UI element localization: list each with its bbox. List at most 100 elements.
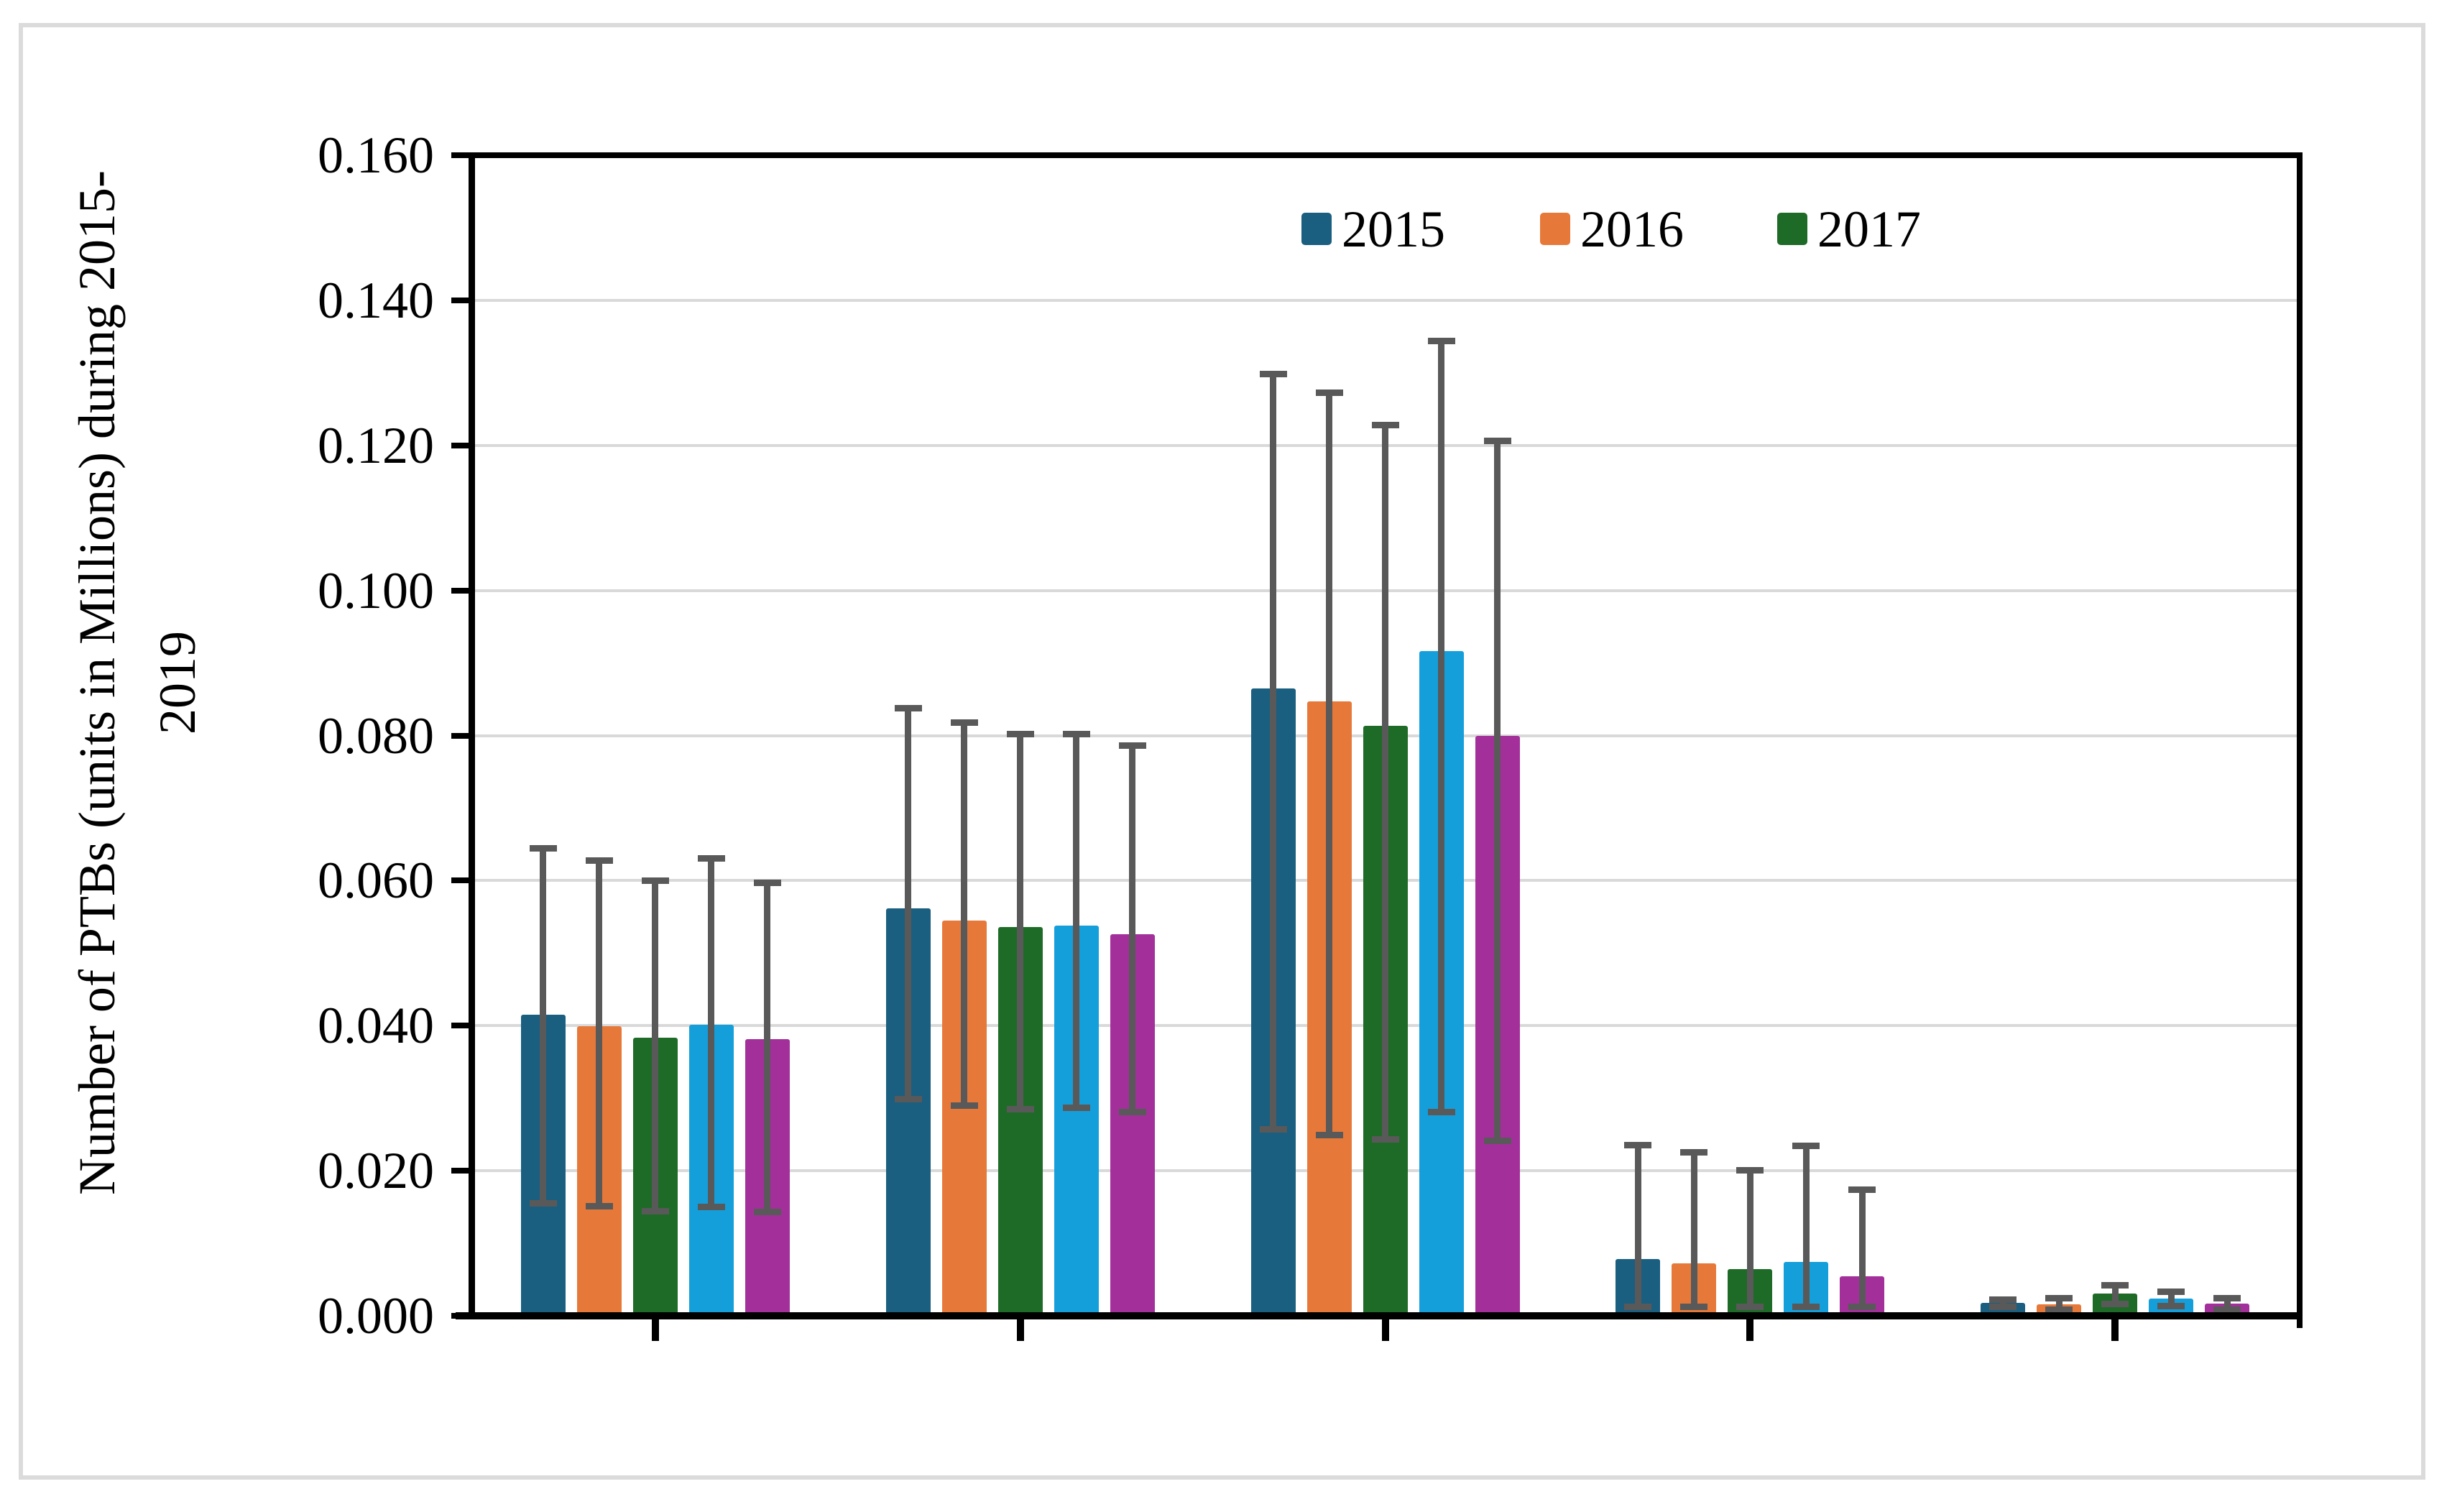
legend-swatch-2015 [1301, 213, 1332, 245]
error-bar-cap-top-2018-group-4 [1792, 1142, 1820, 1149]
y-axis-tick [451, 1168, 473, 1174]
error-bar-line-2017-group-1 [652, 880, 659, 1212]
y-axis-tick [451, 1023, 473, 1029]
error-bar-cap-top-2016-group-5 [2045, 1294, 2073, 1301]
error-bar-line-2016-group-5 [2055, 1297, 2062, 1310]
error-bar-cap-top-2016-group-2 [950, 719, 978, 727]
error-bar-cap-bottom-2017-group-5 [2101, 1300, 2129, 1307]
y-axis-tick [451, 1313, 473, 1319]
error-bar-cap-top-2018-group-2 [1062, 731, 1090, 738]
error-bar-cap-bottom-2018-group-2 [1062, 1105, 1090, 1112]
error-bar-cap-bottom-2015-group-5 [1989, 1303, 2017, 1310]
error-bar-cap-top-2019-group-3 [1483, 437, 1511, 444]
error-bar-cap-bottom-2019-group-3 [1483, 1137, 1511, 1144]
y-tick-label: 0.140 [318, 271, 434, 329]
error-bar-line-2015-group-3 [1270, 373, 1276, 1130]
error-bar-line-2017-group-5 [2111, 1284, 2119, 1304]
error-bar-cap-bottom-2015-group-1 [529, 1199, 557, 1207]
plot-border-top [469, 152, 2302, 158]
error-bar-cap-bottom-2016-group-2 [950, 1102, 978, 1110]
error-bar-cap-top-2017-group-2 [1006, 731, 1034, 738]
error-bar-cap-top-2015-group-2 [894, 705, 922, 712]
error-bar-line-2016-group-3 [1326, 392, 1332, 1135]
x-axis-tick [1016, 1317, 1024, 1341]
error-bar-cap-top-2017-group-3 [1371, 422, 1399, 429]
error-bar-line-2019-group-2 [1129, 745, 1136, 1113]
error-bar-cap-bottom-2016-group-1 [585, 1202, 613, 1209]
error-bar-cap-bottom-2018-group-1 [697, 1203, 725, 1210]
error-bar-line-2018-group-5 [2167, 1291, 2175, 1306]
x-axis-tick [651, 1317, 659, 1341]
gridline [475, 298, 2297, 302]
y-axis-tick [451, 152, 473, 158]
error-bar-line-2019-group-4 [1858, 1189, 1866, 1307]
error-bar-line-2017-group-2 [1017, 734, 1024, 1110]
error-bar-line-2016-group-4 [1690, 1151, 1697, 1307]
error-bar-cap-bottom-2018-group-5 [2157, 1302, 2185, 1309]
y-axis-tick [451, 877, 473, 884]
error-bar-cap-bottom-2016-group-3 [1315, 1131, 1343, 1138]
x-axis-tick [1381, 1317, 1389, 1341]
error-bar-cap-top-2016-group-4 [1680, 1148, 1708, 1156]
y-tick-label: 0.020 [318, 1142, 434, 1200]
error-bar-line-2019-group-5 [2223, 1297, 2231, 1310]
error-bar-line-2015-group-2 [905, 708, 912, 1100]
error-bar-line-2019-group-3 [1494, 440, 1501, 1141]
error-bar-line-2018-group-1 [708, 858, 715, 1207]
error-bar-line-2018-group-2 [1073, 734, 1080, 1109]
y-axis-title-line-2: 2019 [149, 631, 206, 734]
legend-label-2017: 2017 [1817, 200, 1921, 258]
error-bar-cap-top-2019-group-1 [753, 880, 781, 887]
y-tick-label: 0.160 [318, 126, 434, 184]
error-bar-cap-top-2015-group-5 [1989, 1296, 2017, 1303]
y-tick-label: 0.100 [318, 561, 434, 619]
error-bar-cap-top-2017-group-5 [2101, 1281, 2129, 1289]
error-bar-cap-top-2016-group-3 [1315, 389, 1343, 397]
legend-swatch-2017 [1777, 213, 1807, 245]
error-bar-cap-top-2015-group-4 [1624, 1141, 1652, 1148]
error-bar-cap-bottom-2015-group-3 [1259, 1125, 1287, 1133]
y-axis-tick [451, 297, 473, 303]
legend-label-2016: 2016 [1580, 200, 1684, 258]
y-tick-label: 0.000 [318, 1287, 434, 1345]
error-bar-cap-top-2015-group-1 [529, 844, 557, 852]
x-axis-tick [1746, 1317, 1754, 1341]
error-bar-cap-bottom-2019-group-4 [1848, 1303, 1876, 1310]
error-bar-cap-bottom-2017-group-1 [641, 1207, 669, 1214]
error-bar-cap-bottom-2017-group-4 [1736, 1303, 1764, 1310]
error-bar-cap-top-2018-group-5 [2157, 1288, 2185, 1295]
error-bar-cap-bottom-2019-group-1 [753, 1208, 781, 1215]
y-axis-tick [451, 442, 473, 448]
error-bar-line-2017-group-4 [1746, 1170, 1753, 1307]
error-bar-cap-top-2018-group-1 [697, 855, 725, 862]
error-bar-cap-top-2017-group-4 [1736, 1167, 1764, 1174]
y-tick-label: 0.120 [318, 416, 434, 474]
legend-swatch-2016 [1540, 213, 1570, 245]
y-axis-title-line-1: Number of PTBs (units in Millions) durin… [68, 170, 126, 1195]
y-axis-tick [451, 587, 473, 594]
error-bar-cap-bottom-2016-group-5 [2045, 1306, 2073, 1313]
error-bar-cap-bottom-2017-group-2 [1006, 1106, 1034, 1113]
chart-frame [19, 23, 2425, 1480]
error-bar-cap-bottom-2015-group-4 [1624, 1303, 1652, 1310]
error-bar-cap-bottom-2016-group-4 [1680, 1303, 1708, 1310]
error-bar-cap-bottom-2015-group-2 [894, 1096, 922, 1103]
error-bar-line-2018-group-4 [1802, 1145, 1810, 1307]
y-axis-title: Number of PTBs (units in Millions) durin… [57, 54, 218, 1312]
error-bar-cap-top-2018-group-3 [1427, 338, 1455, 345]
error-bar-line-2016-group-1 [596, 860, 603, 1207]
error-bar-cap-bottom-2018-group-3 [1427, 1109, 1455, 1116]
y-axis-tick [451, 732, 473, 739]
x-axis-tick [2111, 1317, 2119, 1341]
error-bar-cap-top-2017-group-1 [641, 877, 669, 885]
error-bar-line-2018-group-3 [1438, 341, 1444, 1113]
error-bar-cap-top-2019-group-2 [1118, 742, 1146, 749]
y-tick-label: 0.060 [318, 852, 434, 910]
error-bar-cap-bottom-2019-group-2 [1118, 1109, 1146, 1116]
error-bar-cap-top-2016-group-1 [585, 857, 613, 865]
error-bar-cap-bottom-2018-group-4 [1792, 1303, 1820, 1310]
x-axis-line [456, 1312, 2302, 1319]
error-bar-cap-bottom-2019-group-5 [2213, 1306, 2241, 1313]
error-bar-line-2015-group-5 [1999, 1299, 2006, 1307]
error-bar-line-2015-group-1 [540, 847, 547, 1204]
